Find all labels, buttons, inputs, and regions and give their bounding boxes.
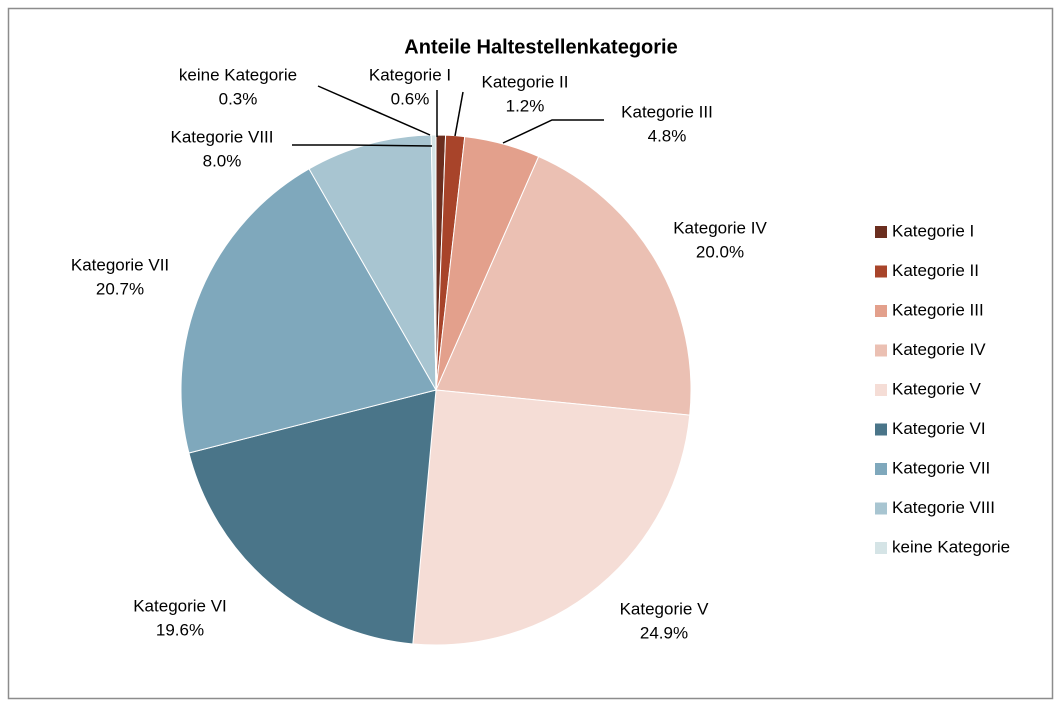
legend-label: Kategorie VI [892,419,986,438]
legend-label: Kategorie IV [892,340,986,359]
legend-label: Kategorie VII [892,458,990,477]
chart-title: Anteile Haltestellenkategorie [404,36,677,58]
legend-swatch [875,502,887,515]
leader-line [454,91,464,137]
legend-label: keine Kategorie [892,537,1010,556]
legend-swatch [875,305,887,317]
legend-swatch [875,423,887,436]
legend-label: Kategorie III [892,300,984,319]
data-label-value: 0.6% [391,89,430,108]
leader-line [292,144,433,147]
data-label-name: keine Kategorie [179,65,297,84]
legend-swatch [875,384,887,396]
legend-swatch [875,542,887,554]
leader-line [317,85,431,136]
data-label-value: 20.0% [696,242,744,261]
data-label-value: 0.3% [219,89,258,108]
leader-line [502,119,604,144]
data-label-value: 4.8% [648,126,687,145]
pie-slice [180,168,437,454]
data-label-name: Kategorie VII [71,255,169,274]
legend-label: Kategorie VIII [892,498,995,517]
legend-swatch [875,344,887,357]
pie-slice [430,134,437,391]
data-label-name: Kategorie I [369,65,451,84]
legend-swatch [875,463,887,475]
data-label-name: Kategorie V [620,599,709,618]
legend-swatch [875,265,887,278]
pie-slice [435,155,692,416]
legend-label: Kategorie V [892,379,981,398]
data-label-value: 19.6% [156,620,204,639]
pie-slice [308,134,437,391]
data-label-value: 24.9% [640,623,688,642]
pie-slice [412,389,691,646]
data-label-value: 20.7% [96,279,144,298]
data-label-value: 8.0% [203,151,242,170]
legend-label: Kategorie II [892,261,979,280]
data-label-value: 1.2% [506,96,545,115]
legend-label: Kategorie I [892,221,974,240]
legend-swatch [875,226,887,238]
pie-slice [188,389,437,645]
data-label-name: Kategorie IV [673,218,767,237]
data-label-name: Kategorie II [482,72,569,91]
data-label-name: Kategorie VI [133,596,227,615]
data-label-name: Kategorie III [621,102,713,121]
data-label-name: Kategorie VIII [170,127,273,146]
